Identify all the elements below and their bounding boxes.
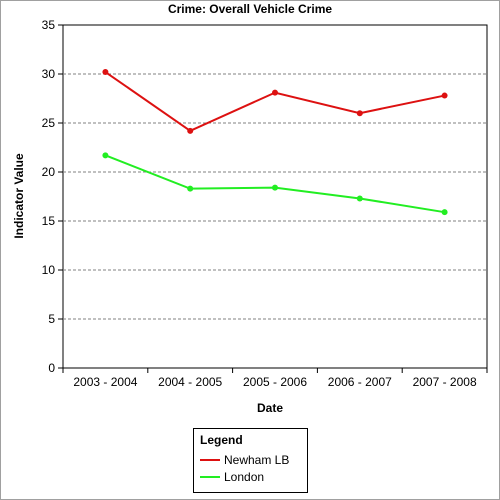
x-tick-label: 2006 - 2007 <box>328 375 392 389</box>
y-axis-ticks: 0 5 10 15 20 25 30 35 <box>42 18 63 375</box>
series-point-0 <box>272 89 278 96</box>
series-line-1 <box>105 154 445 214</box>
series-layer <box>102 69 448 216</box>
legend-swatch-london <box>200 476 220 478</box>
series-point-1 <box>441 209 448 216</box>
legend-item-london: London <box>200 469 264 485</box>
x-tick-label: 2003 - 2004 <box>73 375 137 389</box>
y-tick-label: 5 <box>48 312 55 326</box>
gridlines <box>62 24 488 369</box>
series-point-0 <box>102 69 109 76</box>
series-point-1 <box>187 185 194 192</box>
x-axis-ticks: 2003 - 2004 2004 - 2005 2005 - 2006 2006 - … <box>62 368 488 389</box>
legend-title: Legend <box>200 433 243 447</box>
series-point-0 <box>356 110 363 117</box>
series-point-1 <box>102 152 109 159</box>
x-axis-label: Date <box>257 401 283 415</box>
x-tick-label: 2004 - 2005 <box>158 375 222 389</box>
y-tick-label: 25 <box>42 116 56 130</box>
y-tick-label: 30 <box>42 67 56 81</box>
legend-label-london: London <box>224 470 265 484</box>
y-tick-label: 10 <box>42 263 56 277</box>
series-point-0 <box>441 92 448 99</box>
series-point-0 <box>187 127 194 134</box>
y-tick-label: 35 <box>42 18 56 32</box>
series-line-0 <box>104 71 445 132</box>
plot-area <box>62 24 488 369</box>
y-tick-label: 0 <box>48 361 55 375</box>
legend-label-newham: Newham LB <box>224 453 290 467</box>
y-axis-label: Indicator Value <box>12 153 26 239</box>
series-point-1 <box>272 184 278 191</box>
y-tick-label: 20 <box>42 165 56 179</box>
chart-title: Crime: Overall Vehicle Crime <box>168 2 332 16</box>
legend-swatch-newham <box>200 459 220 461</box>
legend: Legend Newham LB London <box>193 428 308 493</box>
series-point-1 <box>356 195 363 202</box>
x-tick-label: 2007 - 2008 <box>413 375 477 389</box>
y-tick-label: 15 <box>42 214 56 228</box>
x-tick-label: 2005 - 2006 <box>243 375 307 389</box>
legend-item-newham: Newham LB <box>200 452 289 468</box>
